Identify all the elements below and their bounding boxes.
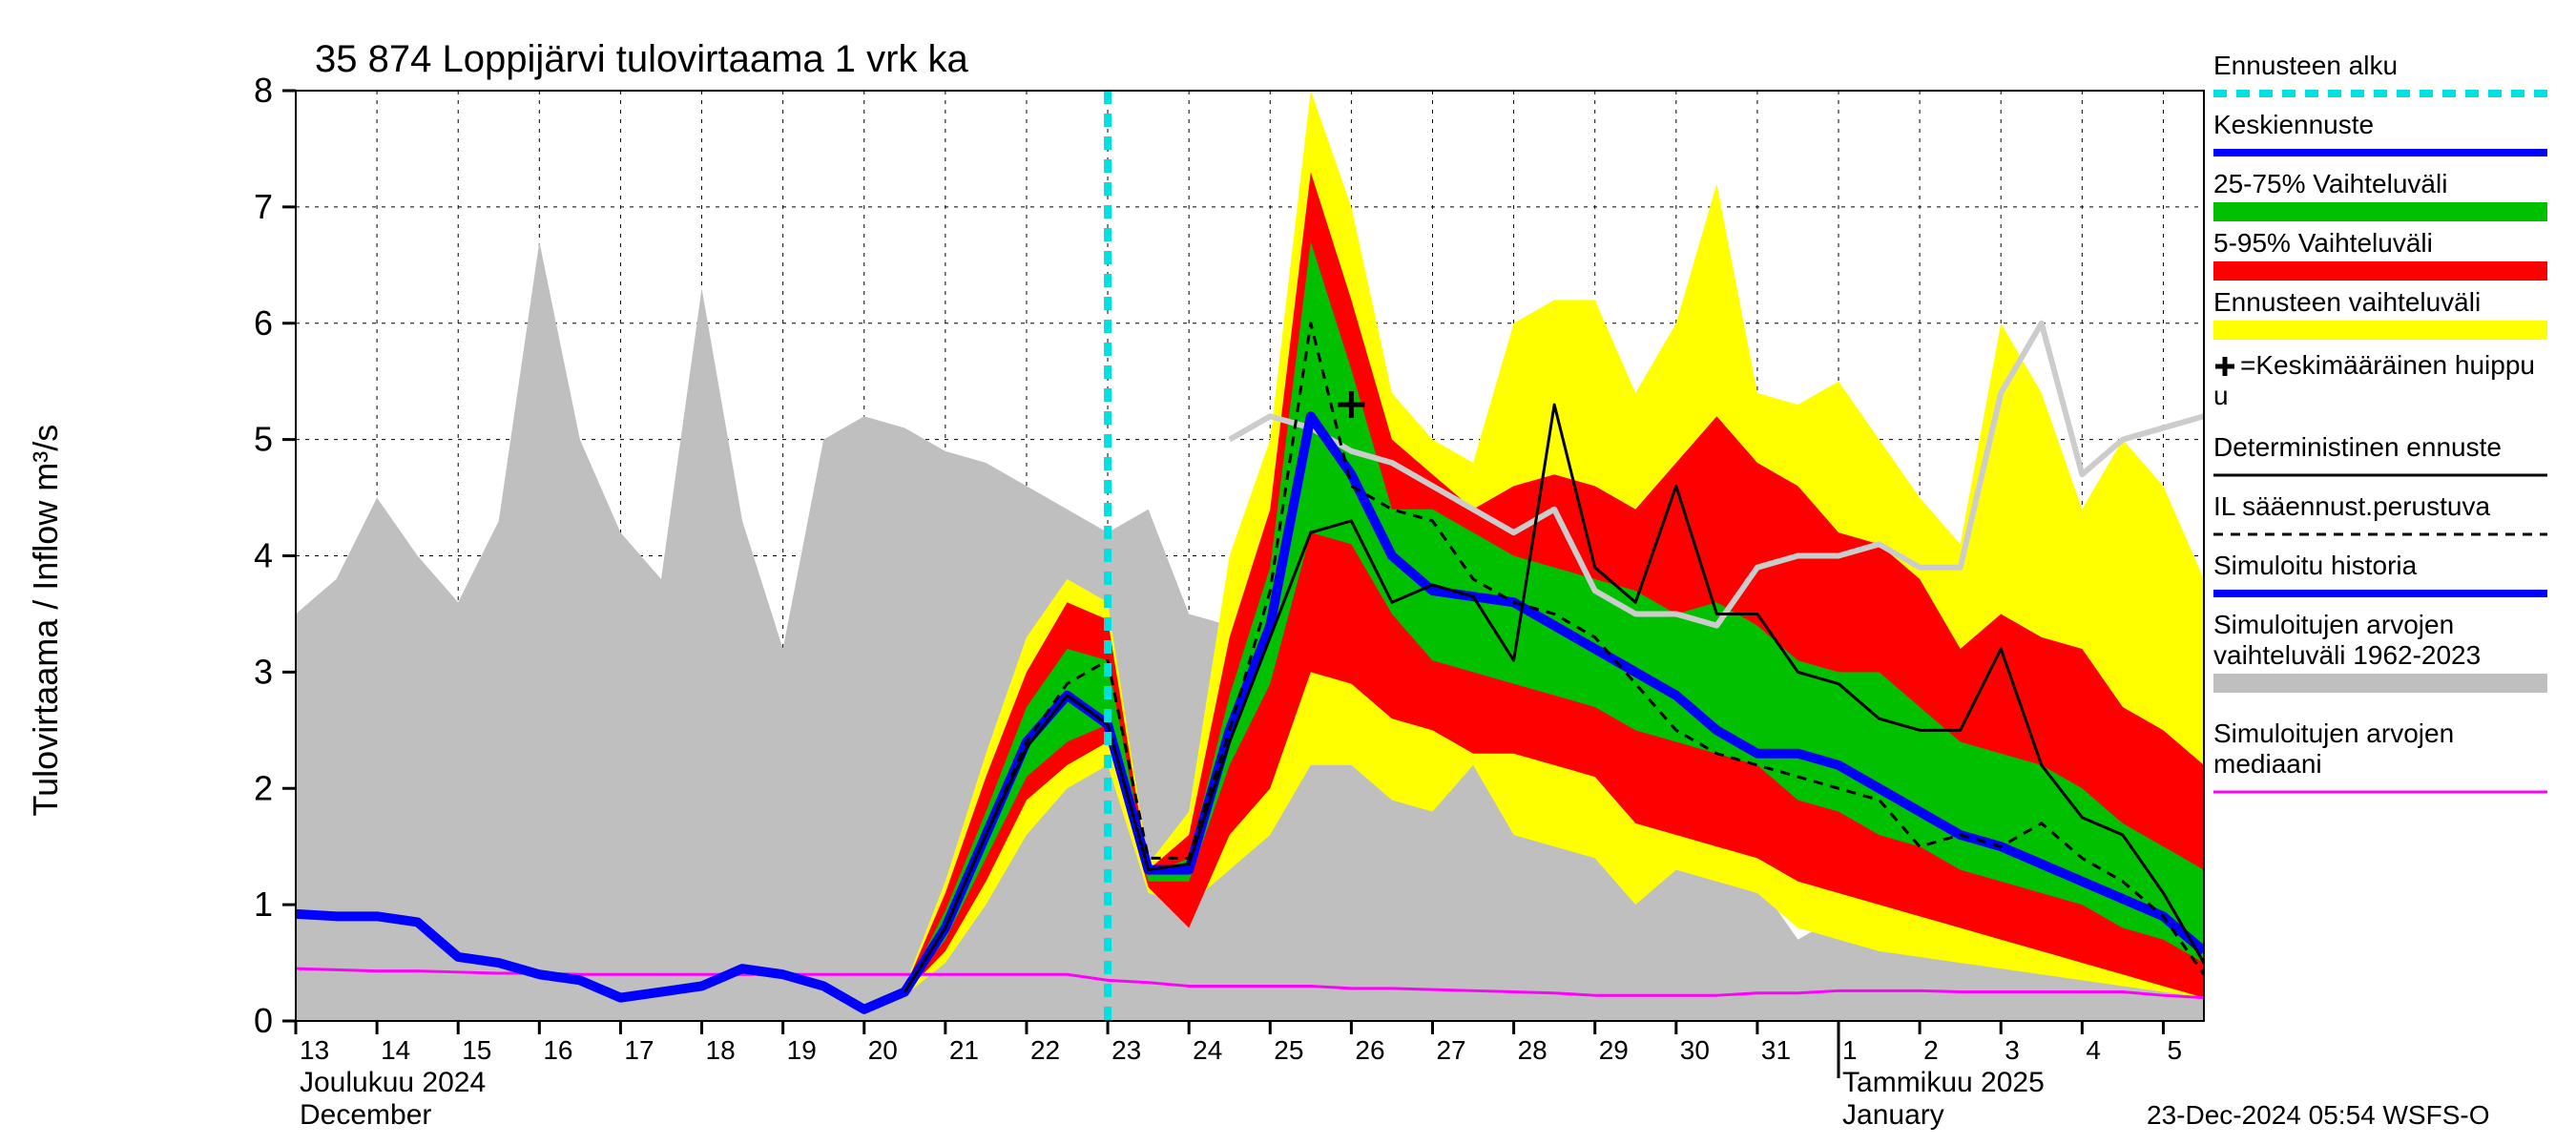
legend-swatch bbox=[2213, 202, 2547, 221]
y-tick-label: 4 bbox=[254, 536, 273, 575]
y-tick-label: 2 bbox=[254, 768, 273, 807]
x-tick-label: 4 bbox=[2086, 1035, 2101, 1065]
month-label-en: January bbox=[1842, 1099, 1944, 1131]
x-tick-label: 14 bbox=[381, 1035, 410, 1065]
y-tick-label: 7 bbox=[254, 187, 273, 226]
x-tick-label: 3 bbox=[2005, 1035, 2020, 1065]
legend-label: =Keskimääräinen huippu bbox=[2240, 350, 2535, 380]
x-tick-label: 29 bbox=[1599, 1035, 1629, 1065]
legend-label: Simuloitujen arvojen bbox=[2213, 718, 2454, 748]
x-tick-label: 31 bbox=[1761, 1035, 1791, 1065]
month-label-en: December bbox=[300, 1099, 431, 1131]
month-label-fi: Tammikuu 2025 bbox=[1842, 1067, 2045, 1098]
x-tick-label: 24 bbox=[1193, 1035, 1222, 1065]
chart-container: 0123456781314151617181920212223242526272… bbox=[0, 0, 2576, 1145]
chart-title: 35 874 Loppijärvi tulovirtaama 1 vrk ka bbox=[315, 38, 969, 80]
legend-swatch bbox=[2213, 674, 2547, 693]
footer-timestamp: 23-Dec-2024 05:54 WSFS-O bbox=[2147, 1100, 2490, 1130]
legend-label: 5-95% Vaihteluväli bbox=[2213, 228, 2433, 258]
x-tick-label: 2 bbox=[1923, 1035, 1939, 1065]
legend-label: Deterministinen ennuste bbox=[2213, 432, 2502, 462]
x-tick-label: 22 bbox=[1030, 1035, 1060, 1065]
legend-swatch bbox=[2213, 261, 2547, 281]
x-tick-label: 19 bbox=[787, 1035, 817, 1065]
x-tick-label: 23 bbox=[1111, 1035, 1141, 1065]
x-tick-label: 30 bbox=[1680, 1035, 1710, 1065]
y-axis-label: Tulovirtaama / Inflow m³/s bbox=[26, 425, 65, 817]
legend-label: 25-75% Vaihteluväli bbox=[2213, 169, 2447, 198]
chart-svg: 0123456781314151617181920212223242526272… bbox=[0, 0, 2576, 1145]
y-tick-label: 3 bbox=[254, 652, 273, 691]
x-tick-label: 20 bbox=[868, 1035, 898, 1065]
x-tick-label: 5 bbox=[2167, 1035, 2182, 1065]
x-tick-label: 17 bbox=[624, 1035, 654, 1065]
legend-label: Keskiennuste bbox=[2213, 110, 2374, 139]
legend-label: Ennusteen vaihteluväli bbox=[2213, 287, 2481, 317]
x-tick-label: 13 bbox=[300, 1035, 329, 1065]
y-tick-label: 0 bbox=[254, 1001, 273, 1040]
legend-swatch bbox=[2213, 321, 2547, 340]
x-tick-label: 26 bbox=[1355, 1035, 1384, 1065]
legend-label: u bbox=[2213, 381, 2229, 410]
y-tick-label: 5 bbox=[254, 420, 273, 459]
x-tick-label: 1 bbox=[1842, 1035, 1858, 1065]
legend-label: mediaani bbox=[2213, 749, 2322, 779]
legend-label: Ennusteen alku bbox=[2213, 51, 2398, 80]
legend-label: vaihteluväli 1962-2023 bbox=[2213, 640, 2481, 670]
x-tick-label: 21 bbox=[949, 1035, 979, 1065]
y-tick-label: 1 bbox=[254, 885, 273, 924]
x-tick-label: 15 bbox=[462, 1035, 491, 1065]
month-label-fi: Joulukuu 2024 bbox=[300, 1067, 486, 1098]
legend-label: Simuloitu historia bbox=[2213, 551, 2418, 580]
y-tick-label: 6 bbox=[254, 303, 273, 343]
legend-label: Simuloitujen arvojen bbox=[2213, 610, 2454, 639]
x-tick-label: 27 bbox=[1436, 1035, 1465, 1065]
legend-label: IL sääennust.perustuva bbox=[2213, 491, 2490, 521]
x-tick-label: 18 bbox=[706, 1035, 736, 1065]
x-tick-label: 28 bbox=[1518, 1035, 1548, 1065]
x-tick-label: 25 bbox=[1274, 1035, 1303, 1065]
x-tick-label: 16 bbox=[543, 1035, 572, 1065]
y-tick-label: 8 bbox=[254, 71, 273, 110]
